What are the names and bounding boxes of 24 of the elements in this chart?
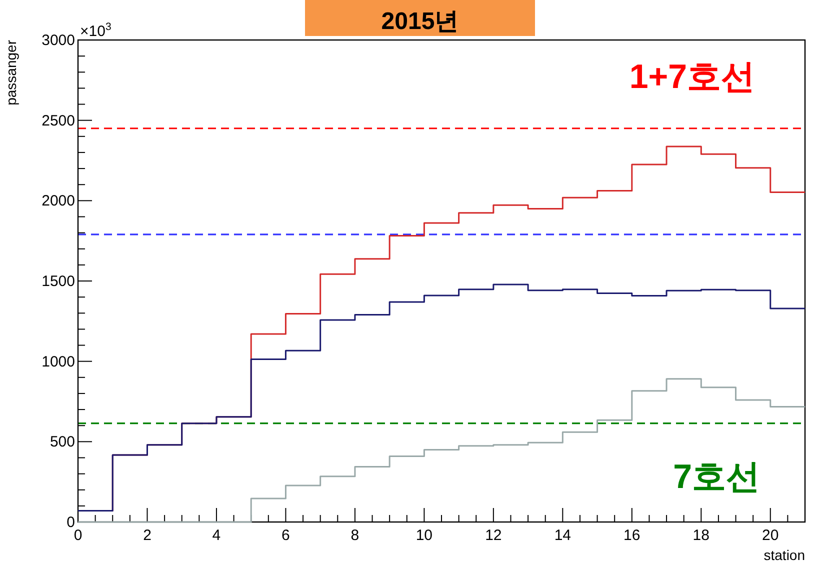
x-tick-label: 16 [624, 527, 640, 544]
y-tick-label: 2500 [42, 112, 75, 130]
y-tick-label: 1000 [42, 353, 75, 370]
y-tick-label: 3000 [42, 32, 75, 49]
x-tick-label: 6 [282, 527, 290, 544]
annotation: 1+7호선 [629, 58, 755, 96]
y-tick-label: 500 [50, 434, 75, 451]
x-tick-label: 4 [212, 527, 221, 544]
y-axis-title: passanger [3, 40, 19, 106]
x-tick-label: 12 [485, 527, 502, 544]
x-axis-title: station [764, 547, 805, 563]
chart-title: 2015년 [381, 8, 459, 35]
x-tick-label: 2 [143, 527, 152, 544]
x-tick-label: 8 [350, 527, 360, 544]
annotation: 7호선 [673, 458, 760, 496]
x-tick-label: 14 [554, 527, 572, 544]
y-tick-label: 2000 [42, 192, 75, 210]
x-tick-label: 10 [416, 527, 433, 544]
x-tick-label: 18 [692, 527, 710, 544]
x-tick-label: 20 [762, 527, 779, 544]
annotation: ×10$^{3}$ [80, 21, 112, 40]
title: 2015년 [305, 0, 535, 36]
y-tick-label: 1500 [42, 273, 75, 290]
y-tick-label: 0 [66, 514, 75, 531]
